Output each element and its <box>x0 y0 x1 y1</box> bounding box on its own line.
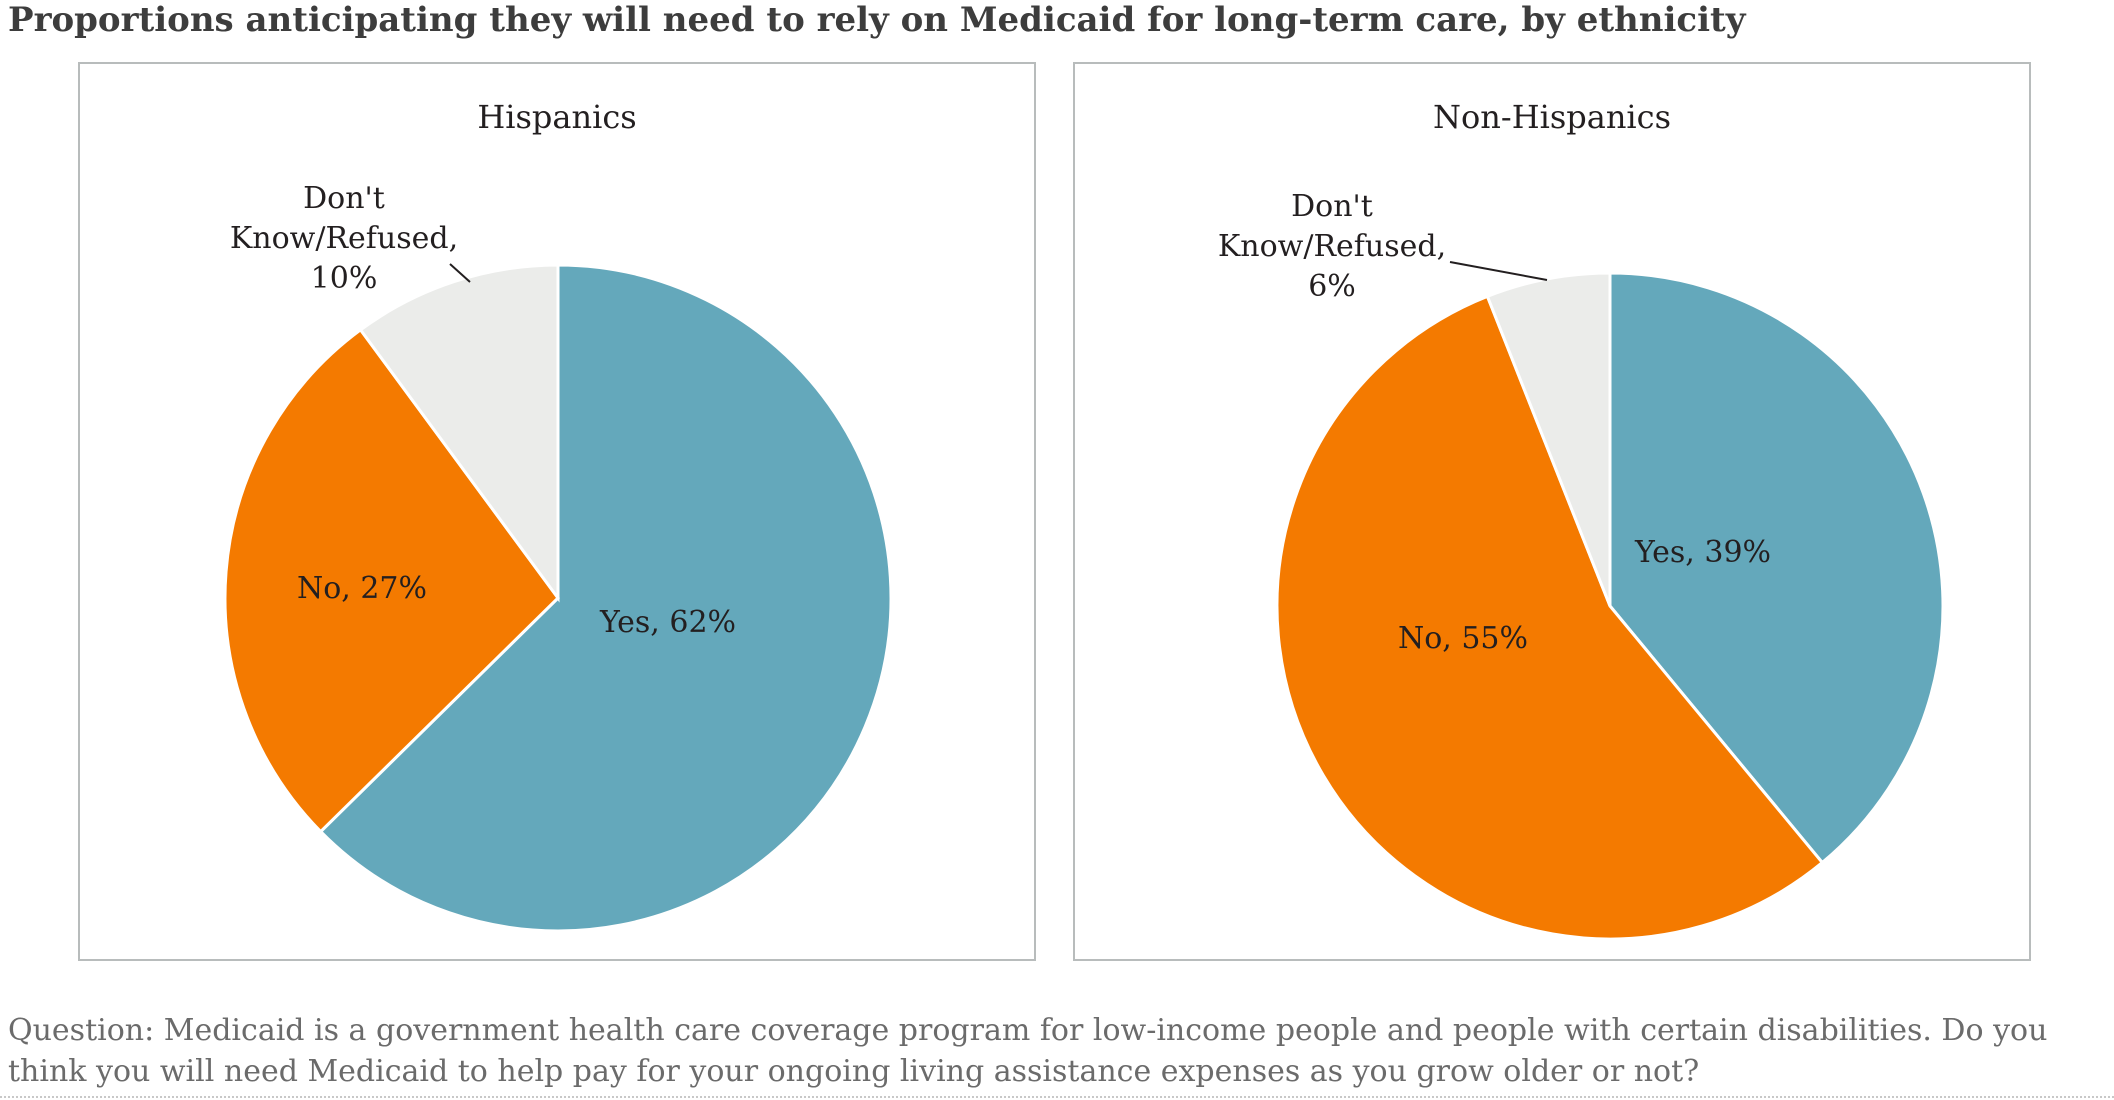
non-hispanics-panel: Non-Hispanics Yes, 39% No, 55% Don't Know/R… <box>1073 62 2031 961</box>
hispanics-dont-know-leader-line <box>449 263 471 283</box>
hispanics-label-dont-know: Don't Know/Refused, 10% <box>230 181 458 296</box>
chart-title: Proportions anticipating they will need … <box>8 0 1746 40</box>
hispanics-slice-no <box>223 327 560 834</box>
hispanics-label-no: No, 27% <box>297 571 427 606</box>
non-hispanics-label-no: No, 55% <box>1398 621 1528 656</box>
non-hispanics-pie-chart: Yes, 39% No, 55% Don't Know/Refused, 6% <box>1218 189 1945 941</box>
bottom-divider <box>0 1096 2114 1098</box>
hispanics-panel-title: Hispanics <box>477 98 637 136</box>
non-hispanics-slice-dont-know <box>1485 271 1612 607</box>
hispanics-slice-yes <box>318 263 893 933</box>
hispanics-panel: Hispanics Yes, 62% No, 27% Don't Know/Refus… <box>78 62 1036 961</box>
non-hispanics-slice-no <box>1275 294 1825 941</box>
non-hispanics-label-dont-know: Don't Know/Refused, 6% <box>1218 189 1446 304</box>
hispanics-slice-dont-know <box>358 263 560 603</box>
non-hispanics-slice-yes <box>1608 271 1945 865</box>
hispanics-pie-chart: Yes, 62% No, 27% Don't Know/Refused, 10% <box>223 181 893 933</box>
non-hispanics-panel-title: Non-Hispanics <box>1433 98 1671 136</box>
footnote-line-1: Question: Medicaid is a government healt… <box>8 1013 2048 1048</box>
footnote-line-2: think you will need Medicaid to help pay… <box>8 1054 1700 1089</box>
non-hispanics-dont-know-leader-line <box>1449 261 1548 281</box>
hispanics-label-yes: Yes, 62% <box>599 605 736 640</box>
question-footnote: Question: Medicaid is a government healt… <box>8 1010 2098 1092</box>
non-hispanics-label-yes: Yes, 39% <box>1634 535 1771 570</box>
